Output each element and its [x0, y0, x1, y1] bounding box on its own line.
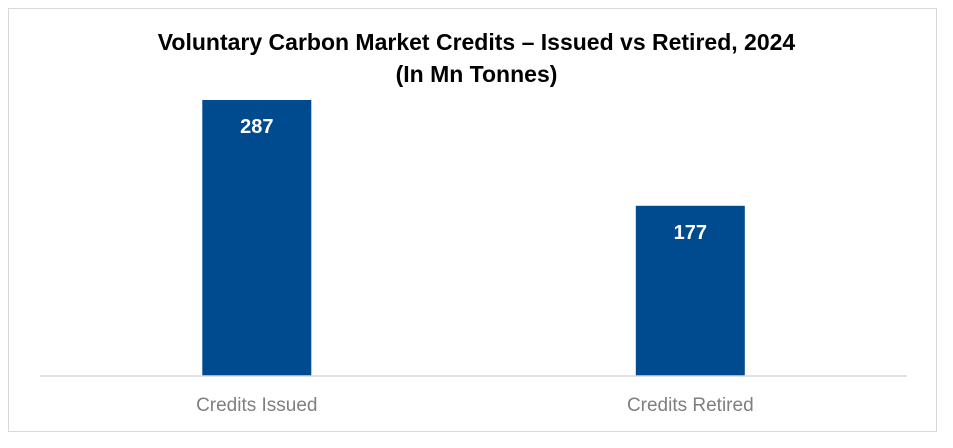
labels-layer: 287 Credits Issued 177 Credits Retired	[196, 116, 754, 416]
category-label: Credits Retired	[627, 395, 754, 416]
bars-layer	[202, 100, 745, 376]
chart-frame	[8, 8, 937, 432]
bar-credits-retired	[635, 205, 745, 376]
chart-subtitle: (In Mn Tonnes)	[395, 61, 558, 87]
chart-title: Voluntary Carbon Market Credits – Issued…	[157, 29, 796, 55]
category-label: Credits Issued	[196, 395, 317, 416]
bar-credits-issued	[202, 100, 312, 376]
data-label: 177	[674, 222, 707, 244]
data-label: 287	[240, 116, 273, 138]
